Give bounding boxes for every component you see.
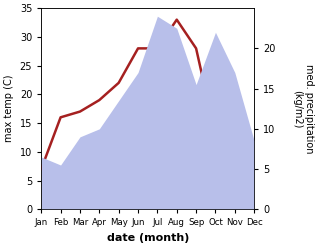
Y-axis label: med. precipitation
(kg/m2): med. precipitation (kg/m2) xyxy=(292,64,314,153)
X-axis label: date (month): date (month) xyxy=(107,233,189,243)
Y-axis label: max temp (C): max temp (C) xyxy=(4,75,14,143)
